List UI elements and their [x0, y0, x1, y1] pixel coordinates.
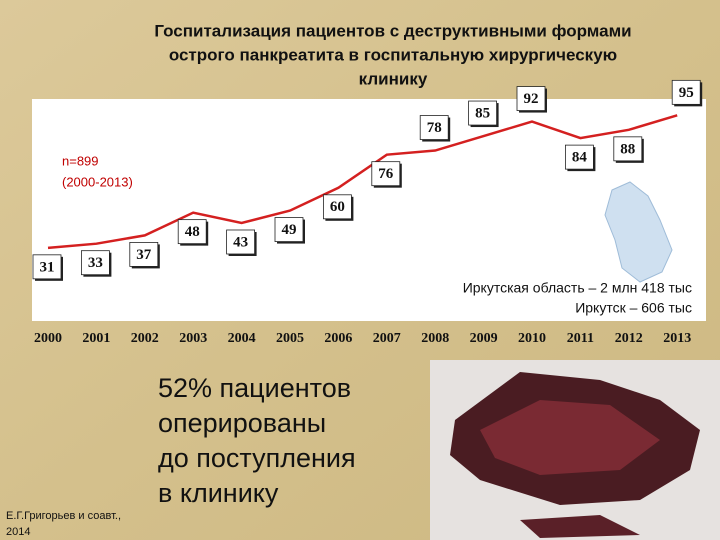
annotation: (2000-2013) — [62, 174, 133, 189]
data-label: 48 — [185, 224, 200, 240]
map — [604, 181, 673, 283]
label-box — [129, 242, 159, 267]
data-label: 31 — [40, 259, 55, 275]
data-label: 92 — [524, 91, 539, 107]
data-label: 84 — [572, 150, 588, 166]
title-line: клинику — [359, 69, 428, 88]
data-label: 37 — [136, 247, 152, 263]
label-box — [32, 254, 62, 280]
x-tick-label: 2007 — [373, 331, 401, 346]
label-box — [565, 144, 594, 170]
label-box — [419, 115, 449, 140]
x-tick-label: 2006 — [324, 331, 352, 346]
label-box — [468, 100, 498, 126]
x-tick-label: 2013 — [663, 331, 691, 346]
data-label: 76 — [378, 166, 394, 182]
x-tick-label: 2012 — [615, 331, 643, 346]
label-box — [371, 161, 401, 187]
label-box — [81, 250, 110, 276]
note: в клинику — [158, 478, 279, 508]
author: 2014 — [6, 526, 30, 538]
note: оперированы — [158, 408, 326, 438]
x-tick-label: 2010 — [518, 331, 546, 346]
label-box — [177, 219, 207, 245]
data-label: 60 — [330, 199, 345, 215]
title-line: Госпитализация пациентов с деструктивным… — [154, 21, 631, 40]
annotation: n=899 — [62, 153, 99, 168]
data-label: 43 — [233, 234, 248, 250]
data-label: 78 — [427, 120, 442, 136]
x-tick-label: 2004 — [228, 331, 256, 346]
x-tick-label: 2011 — [567, 331, 594, 346]
x-tick-label: 2000 — [34, 331, 62, 346]
x-tick-label: 2001 — [82, 331, 110, 346]
data-label: 49 — [282, 222, 297, 238]
x-tick-label: 2005 — [276, 331, 304, 346]
data-label: 95 — [679, 85, 694, 101]
x-tick-label: 2003 — [179, 331, 207, 346]
label-box — [516, 86, 546, 111]
label-box — [226, 229, 256, 255]
x-tick-label: 2009 — [470, 331, 498, 346]
annotation: Иркутск – 606 тыс — [575, 300, 692, 316]
label-box — [671, 79, 701, 105]
note: 52% пациентов — [158, 373, 351, 403]
title-line: острого панкреатита в госпитальную хирур… — [169, 45, 617, 64]
data-label: 33 — [88, 255, 103, 271]
data-label: 85 — [475, 105, 490, 121]
x-tick-label: 2002 — [131, 331, 159, 346]
note: до поступления — [158, 443, 356, 473]
label-box — [322, 194, 352, 220]
line — [47, 114, 678, 250]
label-box — [274, 217, 304, 242]
photo — [430, 360, 720, 540]
x-tick-label: 2008 — [421, 331, 449, 346]
annotation: Иркутская область – 2 млн 418 тыс — [463, 280, 692, 296]
author: Е.Г.Григорьев и соавт., — [6, 510, 121, 522]
data-label: 88 — [620, 141, 635, 157]
label-box — [613, 136, 643, 162]
